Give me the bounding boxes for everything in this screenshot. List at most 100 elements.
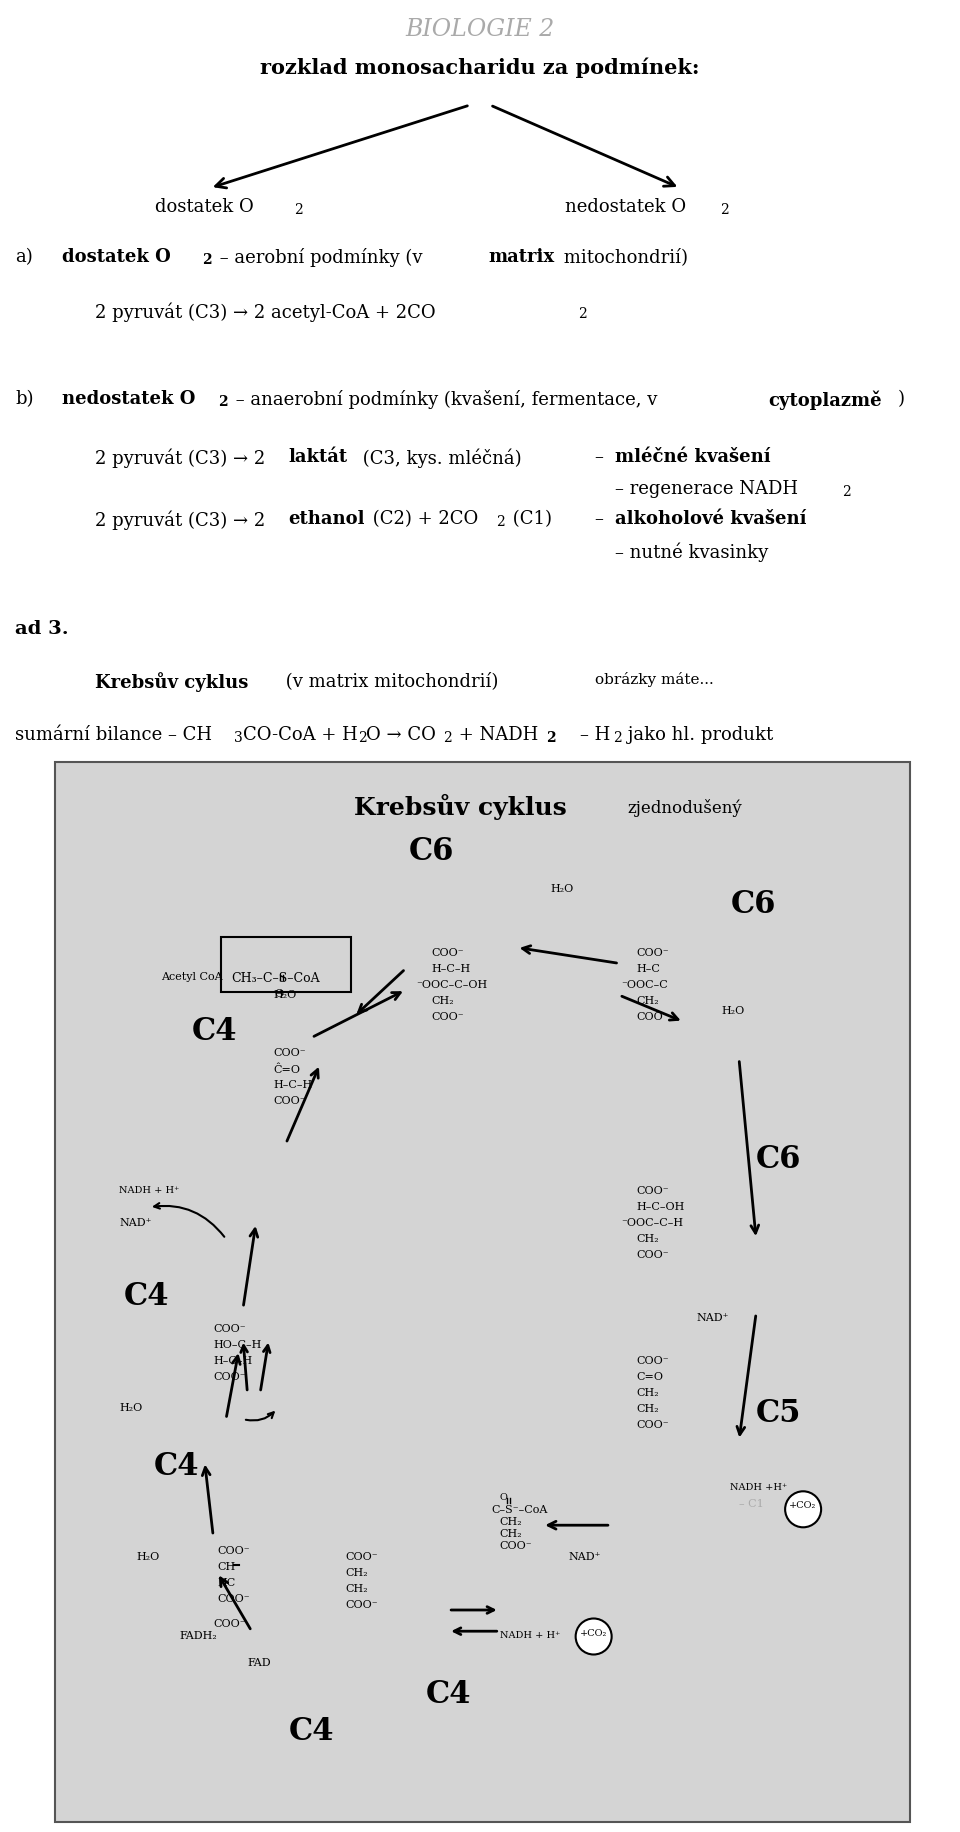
Circle shape: [785, 1491, 821, 1528]
Text: HO–C–H: HO–C–H: [213, 1339, 261, 1350]
Text: zjednodušený: zjednodušený: [628, 799, 743, 817]
Text: COO⁻: COO⁻: [346, 1599, 378, 1610]
Text: ⁻OOC–C–OH: ⁻OOC–C–OH: [417, 980, 488, 989]
Text: H₂O: H₂O: [722, 1006, 745, 1015]
Text: COO⁻: COO⁻: [636, 1420, 669, 1429]
Text: COO⁻: COO⁻: [636, 1356, 669, 1365]
Text: CH₃–C–S–CoA: CH₃–C–S–CoA: [231, 973, 320, 986]
Text: sumární bilance – CH: sumární bilance – CH: [15, 725, 212, 744]
Text: – nutné kvasinky: – nutné kvasinky: [615, 542, 768, 561]
Text: –: –: [595, 449, 610, 465]
Text: – H: – H: [580, 725, 611, 744]
Text: CH₂: CH₂: [431, 995, 454, 1006]
Text: C4: C4: [124, 1281, 169, 1312]
Text: COO⁻: COO⁻: [213, 1325, 246, 1334]
Text: NADH + H⁺: NADH + H⁺: [499, 1630, 560, 1640]
Text: b): b): [15, 390, 34, 409]
Text: 3: 3: [234, 731, 243, 746]
Text: CH₂: CH₂: [499, 1530, 522, 1539]
Text: H–C–H: H–C–H: [213, 1356, 252, 1367]
Text: H–C–OH: H–C–OH: [636, 1202, 684, 1213]
Text: NAD⁺: NAD⁺: [696, 1314, 729, 1323]
Text: ): ): [898, 390, 905, 409]
Text: H₂O: H₂O: [551, 883, 574, 894]
Text: 2: 2: [842, 485, 851, 498]
Text: CH₂: CH₂: [636, 995, 659, 1006]
Text: 2: 2: [294, 203, 302, 216]
Text: (C3, kys. mléčná): (C3, kys. mléčná): [357, 449, 521, 467]
Text: 2: 2: [546, 731, 556, 746]
Text: FAD: FAD: [248, 1658, 271, 1667]
Text: COO⁻: COO⁻: [431, 1011, 464, 1022]
Text: COO⁻: COO⁻: [218, 1546, 250, 1557]
Text: NADH +H⁺: NADH +H⁺: [731, 1482, 788, 1491]
Text: CH₂: CH₂: [499, 1517, 522, 1528]
Text: cytoplazmě: cytoplazmě: [768, 390, 881, 410]
Text: COO⁻: COO⁻: [213, 1619, 246, 1629]
Text: O: O: [499, 1493, 508, 1502]
Text: C–S⁻–CoA: C–S⁻–CoA: [492, 1506, 548, 1515]
Text: +CO₂: +CO₂: [580, 1629, 607, 1638]
Text: Krebsův cyklus: Krebsův cyklus: [354, 793, 567, 821]
Text: ⁻OOC–C–H: ⁻OOC–C–H: [621, 1218, 684, 1227]
Text: a): a): [15, 247, 33, 266]
Text: C=O: C=O: [636, 1372, 663, 1381]
Text: O → CO: O → CO: [366, 725, 436, 744]
Text: mléčné kvašení: mléčné kvašení: [615, 449, 771, 465]
Text: 2: 2: [218, 396, 228, 409]
Text: O: O: [274, 989, 283, 998]
Text: 2: 2: [613, 731, 622, 746]
Text: C4: C4: [192, 1017, 237, 1048]
Text: CH₂: CH₂: [636, 1235, 659, 1244]
Text: –: –: [595, 509, 610, 528]
Text: laktát: laktát: [288, 449, 348, 465]
Text: COO⁻: COO⁻: [636, 1249, 669, 1260]
Text: 2: 2: [358, 731, 367, 746]
Text: H₂O: H₂O: [119, 1403, 142, 1412]
Bar: [221, 938, 351, 993]
Text: – C1: – C1: [739, 1499, 764, 1510]
Text: 2: 2: [202, 253, 211, 267]
Text: CO-CoA + H: CO-CoA + H: [243, 725, 358, 744]
Text: (C1): (C1): [507, 509, 552, 528]
Bar: [55, 762, 910, 1823]
Text: COO⁻: COO⁻: [636, 1011, 669, 1022]
Text: – regenerace NADH: – regenerace NADH: [615, 480, 798, 498]
Text: (C2) + 2CO: (C2) + 2CO: [367, 509, 478, 528]
Text: FADH₂: FADH₂: [179, 1630, 217, 1641]
Text: matrix: matrix: [488, 247, 554, 266]
Text: C4: C4: [425, 1678, 471, 1709]
Text: (v matrix mitochondrií): (v matrix mitochondrií): [280, 672, 498, 691]
Text: alkoholové kvašení: alkoholové kvašení: [615, 509, 806, 528]
Text: H–C–H: H–C–H: [431, 964, 470, 973]
Text: C4: C4: [289, 1717, 334, 1748]
Text: NAD⁺: NAD⁺: [119, 1218, 152, 1227]
Text: NAD⁺: NAD⁺: [568, 1552, 600, 1561]
Text: obrázky máte...: obrázky máte...: [595, 672, 713, 687]
Text: C4: C4: [154, 1451, 199, 1482]
Text: dostatek O: dostatek O: [62, 247, 171, 266]
Text: H–C: H–C: [636, 964, 660, 973]
Text: COO⁻: COO⁻: [346, 1552, 378, 1561]
Text: 2: 2: [443, 731, 452, 746]
Text: H–C–H: H–C–H: [273, 1081, 312, 1090]
Text: BIOLOGIE 2: BIOLOGIE 2: [405, 18, 555, 40]
Text: C6: C6: [756, 1143, 802, 1174]
Text: ad 3.: ad 3.: [15, 619, 68, 638]
Text: COO⁻: COO⁻: [213, 1372, 246, 1381]
Text: ⁻OOC–C: ⁻OOC–C: [621, 980, 668, 989]
Text: nedostatek O: nedostatek O: [62, 390, 196, 409]
Text: CH₂: CH₂: [346, 1568, 369, 1577]
Text: rozklad monosacharidu za podmínek:: rozklad monosacharidu za podmínek:: [260, 59, 700, 79]
Text: Ĉ=O: Ĉ=O: [273, 1064, 300, 1075]
Text: COO⁻: COO⁻: [218, 1594, 250, 1605]
Text: mitochondrií): mitochondrií): [558, 247, 688, 266]
Text: C6: C6: [409, 835, 454, 867]
Text: CH₂: CH₂: [636, 1403, 659, 1414]
Text: Acetyl CoA: Acetyl CoA: [161, 973, 223, 982]
Text: 2: 2: [720, 203, 729, 216]
Text: C6: C6: [731, 889, 776, 920]
Text: COO⁻: COO⁻: [273, 1048, 305, 1059]
Text: 2 pyruvát (C3) → 2 acetyl-CoA + 2CO: 2 pyruvát (C3) → 2 acetyl-CoA + 2CO: [95, 302, 436, 321]
Text: CH₂: CH₂: [346, 1583, 369, 1594]
